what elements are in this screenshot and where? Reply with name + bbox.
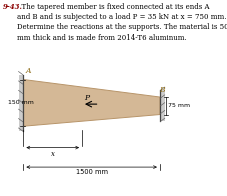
Text: x: x (50, 150, 54, 158)
Text: 150 mm: 150 mm (8, 100, 34, 105)
Polygon shape (23, 80, 159, 126)
Bar (18, 75, 23, 131)
Text: The tapered member is fixed connected at its ends A
and B and is subjected to a : The tapered member is fixed connected at… (17, 3, 227, 42)
Text: 75 mm: 75 mm (167, 103, 189, 108)
Text: A: A (25, 67, 31, 75)
Bar (159, 90, 164, 121)
Text: 9-43.: 9-43. (2, 3, 22, 11)
Text: B: B (158, 85, 164, 93)
Text: P: P (84, 94, 89, 102)
Text: 1500 mm: 1500 mm (75, 169, 107, 175)
